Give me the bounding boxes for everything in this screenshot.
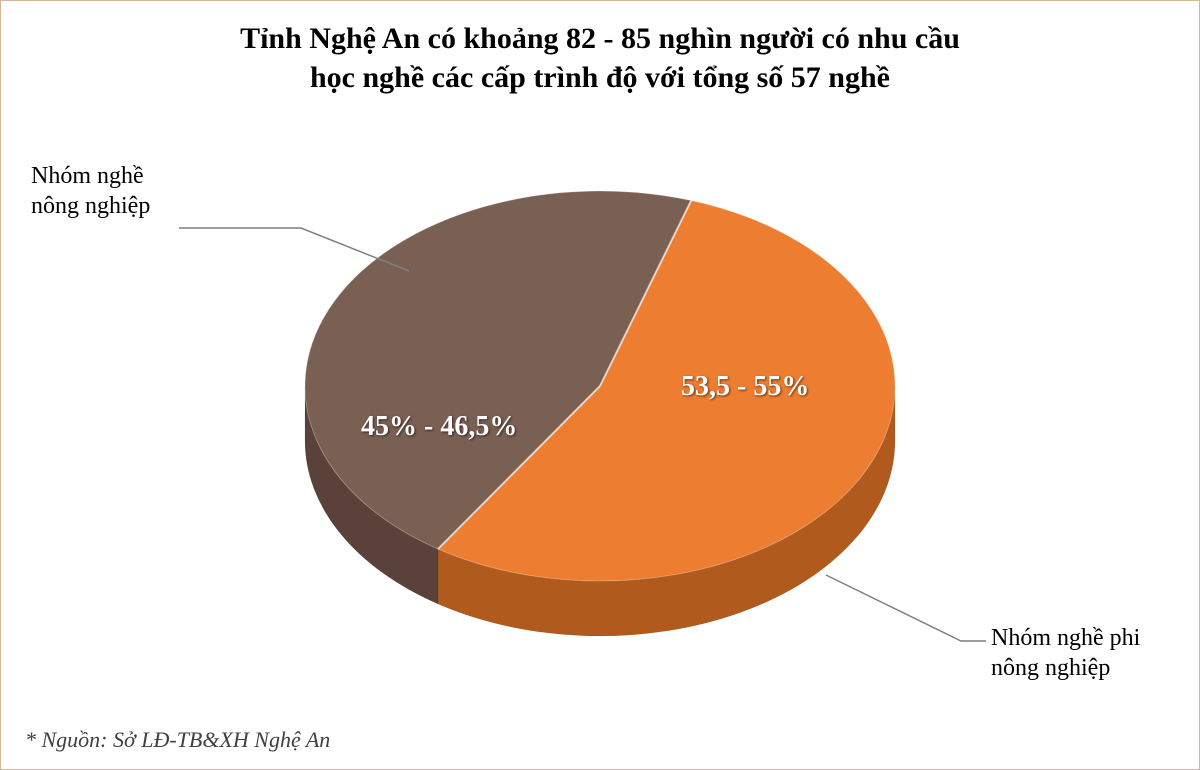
label-nonagri: Nhóm nghề phi nông nghiệp [991, 623, 1140, 683]
source-citation: * Nguồn: Sở LĐ-TB&XH Nghệ An [25, 727, 330, 753]
label-agri-line1: Nhóm nghề [31, 163, 144, 189]
label-nonagri-line2: nông nghiệp [991, 655, 1110, 681]
value-nonagri: 53,5 - 55% [681, 371, 809, 403]
label-agri: Nhóm nghề nông nghiệp [31, 161, 150, 221]
label-nonagri-line1: Nhóm nghề phi [991, 625, 1140, 651]
chart-title-line2: học nghề các cấp trình độ với tổng số 57… [310, 61, 890, 94]
chart-title: Tỉnh Nghệ An có khoảng 82 - 85 nghìn ngư… [1, 19, 1199, 97]
chart-title-line1: Tỉnh Nghệ An có khoảng 82 - 85 nghìn ngư… [240, 22, 960, 55]
label-agri-line2: nông nghiệp [31, 193, 150, 219]
value-agri: 45% - 46,5% [361, 411, 517, 443]
